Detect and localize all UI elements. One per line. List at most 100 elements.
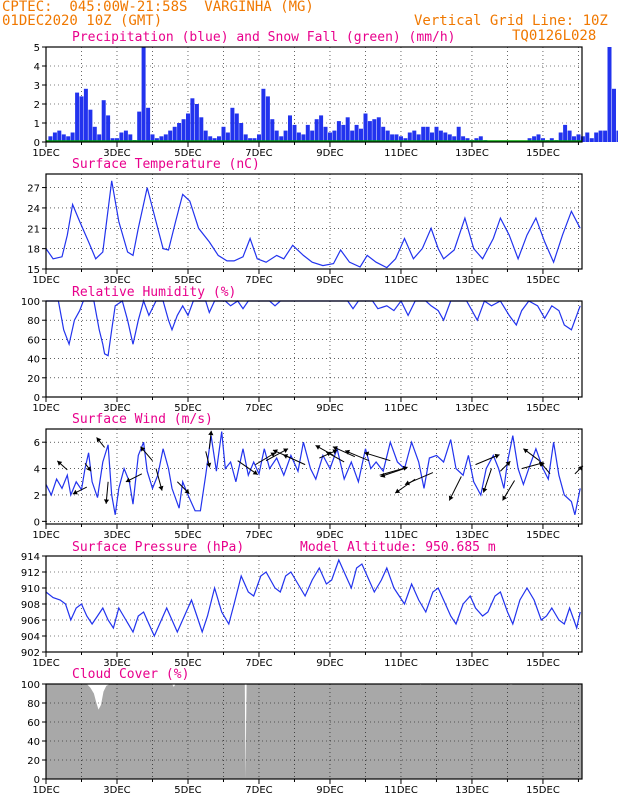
precip-bar (607, 47, 612, 142)
precip-bar (212, 138, 217, 142)
y-tick-label: 914 (21, 552, 40, 563)
wind-vector-head (505, 461, 511, 467)
precip-bar (558, 132, 563, 142)
precip-bar (106, 115, 111, 142)
precip-bar (292, 124, 297, 142)
x-tick-label: 13DEC (455, 530, 489, 541)
precip-bar (52, 132, 57, 142)
precip-bar (478, 136, 483, 142)
y-tick-label: 100 (21, 680, 40, 691)
y-tick-label: 20 (27, 756, 40, 767)
y-tick-label: 5 (34, 43, 40, 54)
precip-bar (416, 134, 421, 142)
precip-bar (576, 134, 581, 142)
title-precip: Precipitation (blue) and Snow Fall (gree… (72, 30, 456, 45)
x-tick-label: 9DEC (316, 403, 343, 414)
wind-vector-head (96, 437, 102, 443)
x-tick-label: 11DEC (384, 785, 418, 796)
x-tick-label: 7DEC (245, 148, 272, 159)
x-tick-label: 5DEC (174, 785, 201, 796)
precip-bar (541, 138, 545, 142)
precip-bar (403, 138, 408, 142)
wind-vector-head (72, 489, 78, 495)
x-tick-label: 7DEC (245, 403, 272, 414)
header-location: CPTEC: 045:00W-21:58S VARGINHA (MG) (2, 0, 314, 15)
precip-bar (319, 115, 324, 142)
x-tick-label: 15DEC (526, 530, 560, 541)
precip-bar (181, 119, 186, 142)
x-tick-label: 3DEC (103, 658, 130, 669)
precip-bar (452, 136, 457, 142)
precip-bar (234, 113, 239, 142)
precip-bar (465, 138, 470, 142)
x-tick-label: 3DEC (103, 785, 130, 796)
precip-bar (563, 124, 568, 142)
precip-bar (328, 132, 332, 142)
temp-series-line (45, 180, 581, 269)
precip-bar (168, 130, 173, 142)
wind-vector-head (332, 449, 338, 455)
x-tick-label: 5DEC (174, 658, 201, 669)
precip-bar (598, 130, 603, 142)
y-tick-label: 902 (21, 648, 40, 659)
x-tick-label: 5DEC (174, 148, 201, 159)
precip-bar (186, 113, 190, 142)
precip-bar (323, 126, 328, 142)
precip-bar (150, 134, 155, 142)
precip-bar (115, 138, 119, 142)
precip-bar (314, 119, 319, 142)
wind-vector-head (283, 454, 289, 459)
y-tick-label: 4 (34, 62, 40, 73)
y-tick-label: 40 (27, 355, 40, 366)
x-tick-label: 15DEC (526, 785, 560, 796)
y-tick-label: 1 (34, 119, 40, 130)
precip-bar (589, 138, 594, 142)
y-tick-label: 20 (27, 374, 40, 385)
precip-bar (336, 121, 341, 142)
wind-vector (364, 452, 391, 462)
precip-bar (474, 138, 479, 142)
precip-bar (407, 132, 412, 142)
precip-frame (45, 46, 583, 143)
wind-vector-head (523, 448, 529, 454)
y-tick-label: 0 (34, 138, 40, 149)
wind-vector-head (252, 470, 258, 475)
y-tick-label: 80 (27, 699, 40, 710)
precip-bar (447, 134, 452, 142)
precip-bar (616, 130, 618, 142)
wind-vector (448, 476, 462, 501)
cloud-cover-area (46, 684, 582, 779)
x-tick-label: 1DEC (32, 658, 59, 669)
x-tick-label: 13DEC (455, 275, 489, 286)
precip-bar (97, 134, 102, 142)
precip-bar (101, 100, 106, 142)
y-tick-label: 908 (21, 600, 40, 611)
precip-bar (172, 126, 177, 142)
precip-bar (283, 130, 288, 142)
wind-vector-head (206, 462, 212, 468)
x-tick-label: 5DEC (174, 530, 201, 541)
precip-bar (354, 124, 359, 142)
title-pres: Surface Pressure (hPa) (72, 540, 245, 555)
x-tick-label: 7DEC (245, 275, 272, 286)
pres-series-line (45, 558, 581, 638)
precip-bar (332, 130, 337, 142)
wind-series-line (45, 431, 581, 515)
x-tick-label: 15DEC (526, 275, 560, 286)
wind-vector-head (270, 452, 276, 457)
wind-vector (475, 454, 500, 466)
precip-bar (425, 126, 430, 142)
precip-bar (430, 132, 434, 142)
y-tick-label: 21 (27, 224, 40, 235)
wind-vector-head (272, 449, 278, 455)
precip-bar (367, 121, 372, 142)
x-tick-label: 9DEC (316, 148, 343, 159)
precip-bar (265, 96, 270, 142)
precip-bar (532, 136, 537, 142)
header-grid-note: Vertical Grid Line: 10Z (414, 13, 608, 29)
precip-bar (438, 130, 443, 142)
precip-bar (381, 126, 386, 142)
precip-bar (141, 47, 146, 142)
y-tick-label: 15 (27, 265, 40, 276)
